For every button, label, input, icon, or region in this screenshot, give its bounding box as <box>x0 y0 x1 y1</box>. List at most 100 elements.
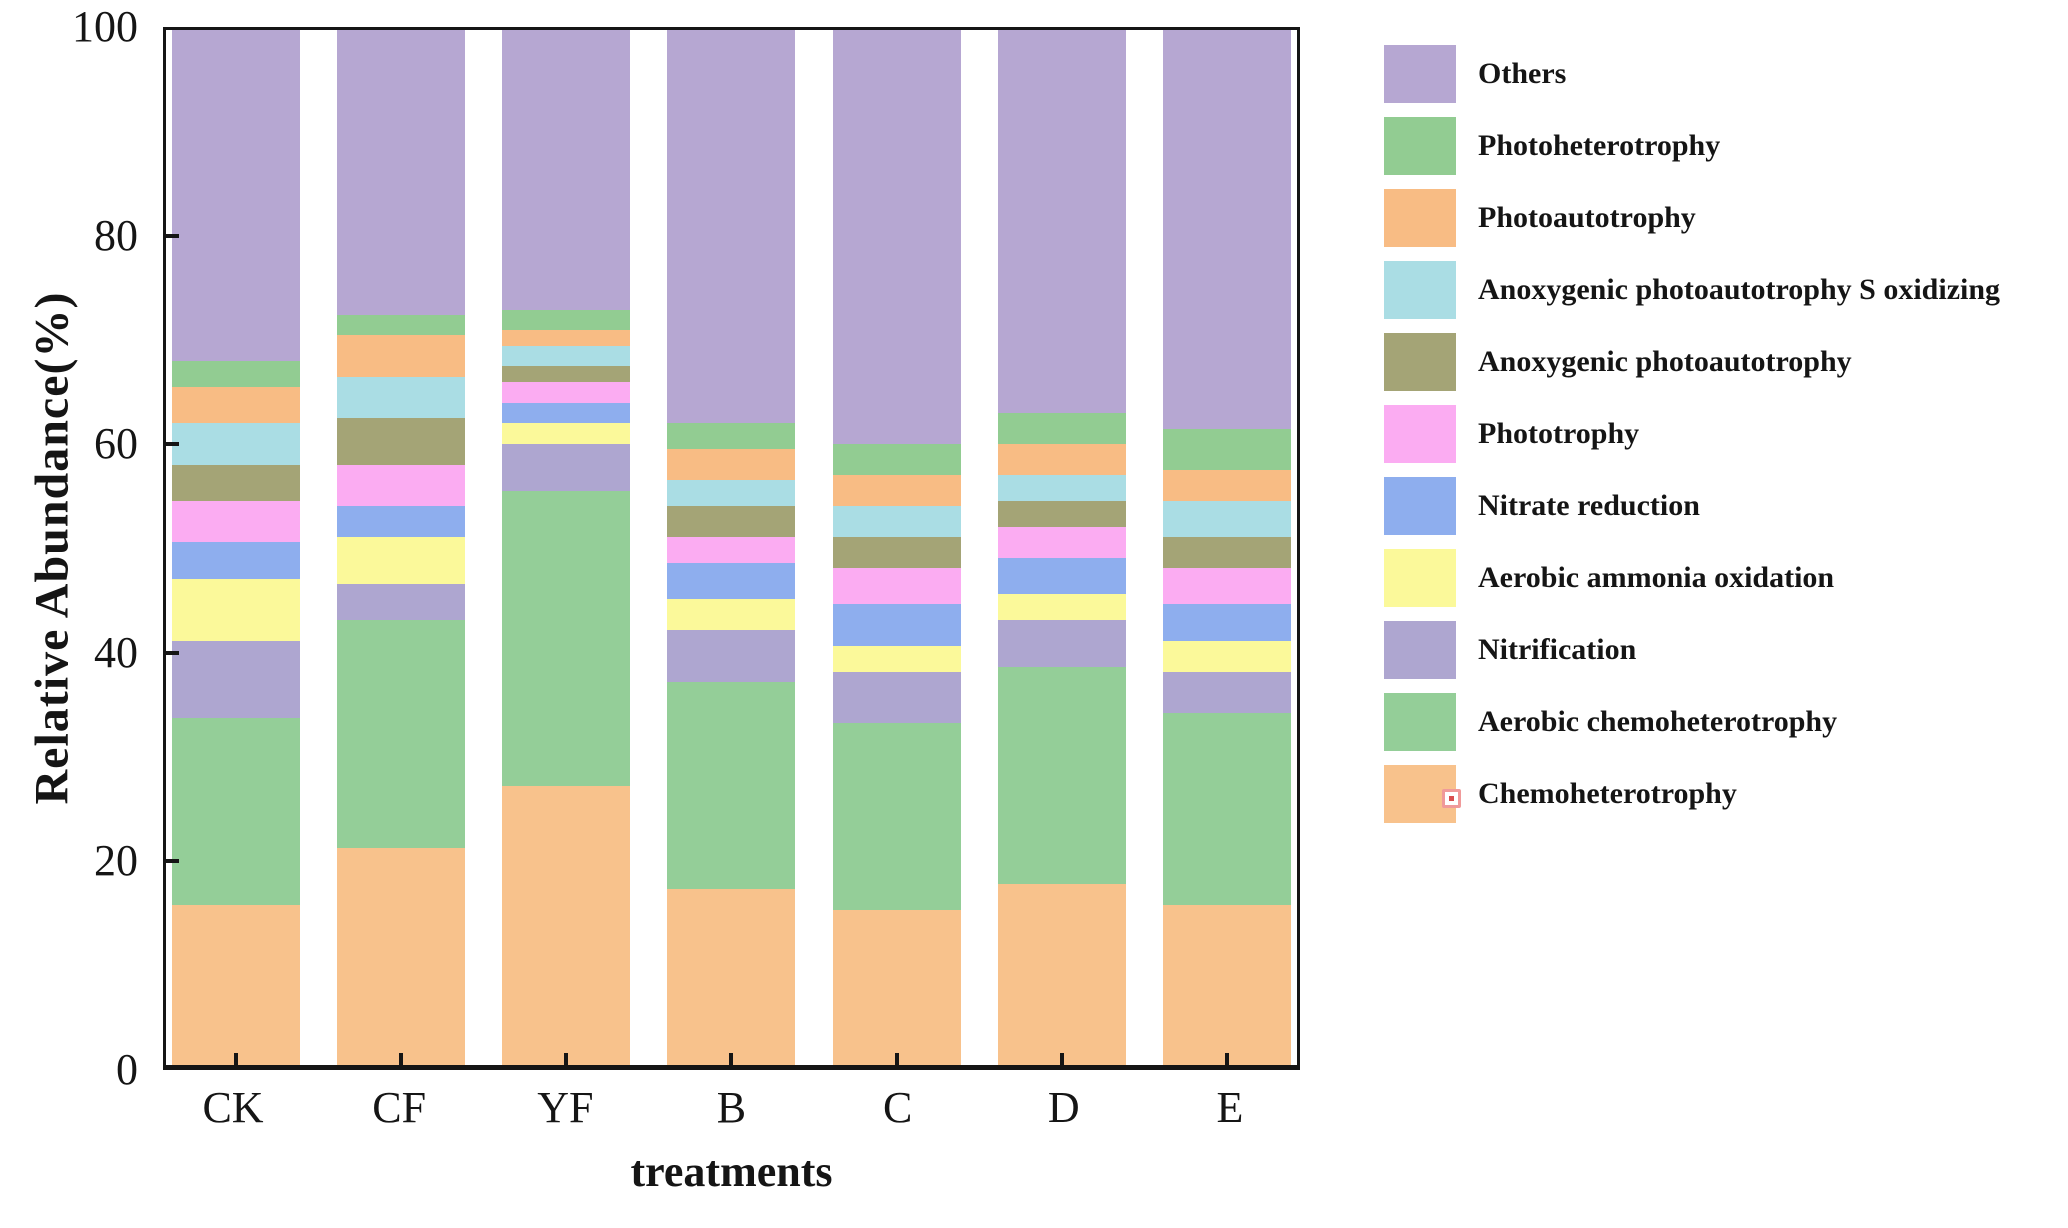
bar-c <box>832 30 961 1065</box>
segment-phototrophy <box>502 381 631 403</box>
x-tick-mark <box>234 1053 238 1065</box>
x-tick-mark <box>895 1053 899 1065</box>
y-axis: 100 80 60 40 20 0 <box>0 0 148 1228</box>
legend-item-phototrophy: Phototrophy <box>1384 405 2064 463</box>
legend-label-anoxygenic-photoautotrophy: Anoxygenic photoautotrophy <box>1478 345 1852 378</box>
x-tick-label-d: D <box>1047 1083 1080 1132</box>
segment-others <box>832 30 961 445</box>
legend-swatch-anoxygenic-photoautotrophy <box>1384 333 1456 391</box>
segment-nitrification <box>337 583 466 620</box>
segment-photoautotrophy <box>1162 469 1291 501</box>
legend-label-anoxygenic-photoautotrophy-s-oxidizing: Anoxygenic photoautotrophy S oxidizing <box>1478 273 2001 306</box>
segment-photoautotrophy <box>832 475 961 507</box>
segment-photoautotrophy <box>172 387 300 424</box>
bar-ck <box>172 30 300 1065</box>
segment-phototrophy <box>667 537 796 564</box>
legend-label-phototrophy: Phototrophy <box>1478 417 1640 450</box>
segment-anoxygenic-photoautotrophy <box>997 500 1126 527</box>
segment-photoheterotrophy <box>337 314 466 336</box>
segment-nitrification <box>172 640 300 719</box>
x-tick-label-ck: CK <box>202 1083 264 1132</box>
segment-aerobic-chemoheterotrophy <box>337 619 466 848</box>
segment-chemoheterotrophy <box>667 889 796 1065</box>
segment-nitrate-reduction <box>1162 604 1291 641</box>
legend-swatch-photoheterotrophy <box>1384 117 1456 175</box>
segment-anoxygenic-photoautotrophy <box>337 418 466 465</box>
legend-item-chemoheterotrophy: Chemoheterotrophy <box>1384 765 2064 823</box>
x-tick-mark <box>564 1053 568 1065</box>
segment-photoheterotrophy <box>832 444 961 476</box>
x-axis-title: treatments <box>630 1147 833 1196</box>
segment-photoheterotrophy <box>997 412 1126 445</box>
segment-photoautotrophy <box>502 330 631 346</box>
segment-aerobic-ammonia-oxidation <box>832 645 961 672</box>
segment-chemoheterotrophy <box>1162 904 1291 1065</box>
segment-others <box>667 30 796 424</box>
segment-nitrification <box>502 444 631 491</box>
bar-cf <box>337 30 466 1065</box>
bar-yf <box>502 30 631 1065</box>
legend-item-anoxygenic-photoautotrophy: Anoxygenic photoautotrophy <box>1384 333 2064 391</box>
segment-nitrification <box>997 619 1126 667</box>
segment-nitrification <box>832 671 961 724</box>
x-tick-label-cf: CF <box>372 1083 427 1132</box>
legend-swatch-aerobic-chemoheterotrophy <box>1384 693 1456 751</box>
segment-nitrification <box>667 630 796 683</box>
legend-item-nitrate-reduction: Nitrate reduction <box>1384 477 2064 535</box>
legend-swatch-nitrate-reduction <box>1384 477 1456 535</box>
segment-nitrate-reduction <box>337 506 466 538</box>
legend-label-nitrate-reduction: Nitrate reduction <box>1478 489 1700 522</box>
legend-swatch-photoautotrophy <box>1384 189 1456 247</box>
legend-label-chemoheterotrophy: Chemoheterotrophy <box>1478 777 1737 810</box>
segment-aerobic-ammonia-oxidation <box>667 599 796 631</box>
x-tick-label-yf: YF <box>537 1083 594 1132</box>
segment-aerobic-chemoheterotrophy <box>502 490 631 786</box>
y-tick-label-60: 60 <box>94 419 138 469</box>
segment-others <box>172 30 300 362</box>
legend-item-anoxygenic-photoautotrophy-s-oxidizing: Anoxygenic photoautotrophy S oxidizing <box>1384 261 2064 319</box>
legend-item-nitrification: Nitrification <box>1384 621 2064 679</box>
segment-others <box>997 30 1126 413</box>
legend-item-others: Others <box>1384 45 2064 103</box>
segment-aerobic-ammonia-oxidation <box>502 423 631 445</box>
segment-anoxygenic-photoautotrophy-s-oxidizing <box>502 345 631 367</box>
legend-swatch-anoxygenic-photoautotrophy-s-oxidizing <box>1384 261 1456 319</box>
segment-aerobic-chemoheterotrophy <box>997 666 1126 884</box>
segment-nitrate-reduction <box>502 402 631 424</box>
segment-photoautotrophy <box>997 444 1126 476</box>
plot-frame <box>163 27 1300 1070</box>
segment-nitrate-reduction <box>172 542 300 579</box>
segment-aerobic-chemoheterotrophy <box>1162 713 1291 905</box>
segment-anoxygenic-photoautotrophy-s-oxidizing <box>337 376 466 419</box>
y-tick-mark-40 <box>166 650 179 655</box>
segment-chemoheterotrophy <box>832 909 961 1065</box>
segment-anoxygenic-photoautotrophy-s-oxidizing <box>1162 500 1291 538</box>
y-tick-label-80: 80 <box>94 210 138 260</box>
legend-label-photoautotrophy: Photoautotrophy <box>1478 201 1696 234</box>
y-tick-mark-60 <box>166 442 179 447</box>
legend-swatch-others <box>1384 45 1456 103</box>
broken-image-icon <box>1442 789 1461 808</box>
segment-chemoheterotrophy <box>502 785 631 1065</box>
x-tick-mark <box>1060 1053 1064 1065</box>
segment-anoxygenic-photoautotrophy-s-oxidizing <box>667 480 796 507</box>
segment-photoautotrophy <box>667 449 796 481</box>
legend-label-aerobic-ammonia-oxidation: Aerobic ammonia oxidation <box>1478 561 1835 594</box>
y-tick-label-0: 0 <box>116 1045 138 1094</box>
segment-anoxygenic-photoautotrophy <box>667 506 796 538</box>
segment-anoxygenic-photoautotrophy-s-oxidizing <box>832 506 961 538</box>
x-axis: CK CF YF B C D E <box>163 1084 1300 1132</box>
legend-label-photoheterotrophy: Photoheterotrophy <box>1478 129 1721 162</box>
segment-anoxygenic-photoautotrophy <box>502 366 631 382</box>
segment-nitrate-reduction <box>997 557 1126 595</box>
y-tick-label-40: 40 <box>94 627 138 677</box>
legend-label-others: Others <box>1478 57 1567 90</box>
x-tick-label-b: B <box>716 1083 747 1132</box>
legend-swatch-phototrophy <box>1384 405 1456 463</box>
segment-photoheterotrophy <box>667 423 796 450</box>
segment-aerobic-ammonia-oxidation <box>337 537 466 584</box>
legend-label-nitrification: Nitrification <box>1478 633 1637 666</box>
segment-anoxygenic-photoautotrophy <box>172 464 300 501</box>
segment-aerobic-ammonia-oxidation <box>1162 640 1291 672</box>
